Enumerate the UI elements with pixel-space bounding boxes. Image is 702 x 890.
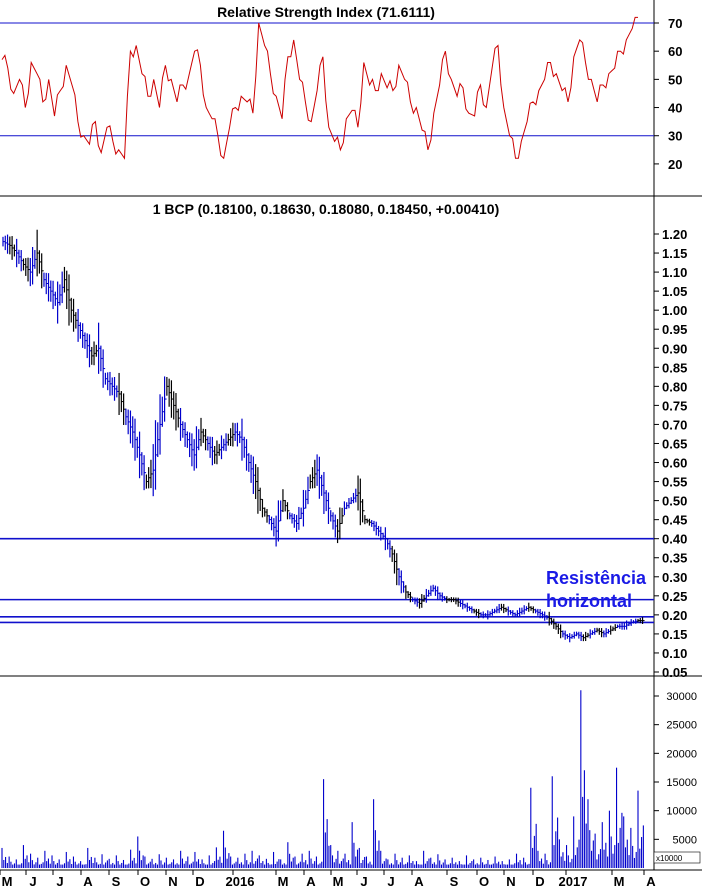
price-tick-label: 0.50 [662,494,687,509]
volume-tick-label: 5000 [673,834,697,846]
month-label: O [479,874,489,889]
price-tick-label: 0.20 [662,608,687,623]
price-tick-label: 0.90 [662,341,687,356]
month-label: 2016 [226,874,255,889]
month-label: A [646,874,656,889]
price-tick-label: 1.00 [662,303,687,318]
rsi-tick-label: 70 [668,16,682,31]
month-label: A [83,874,93,889]
rsi-tick-label: 60 [668,44,682,59]
month-label: S [450,874,459,889]
month-label: M [2,874,13,889]
x-axis-months: M J J A S O N D 2016 M A M J J A S O N D 2017 M A [0,870,656,889]
month-label: 2017 [559,874,588,889]
volume-tick-label: 10000 [666,806,697,818]
month-label: S [112,874,121,889]
rsi-tick-label: 20 [668,157,682,172]
rsi-tick-label: 40 [668,101,682,116]
price-tick-label: 1.05 [662,284,687,299]
rsi-tick-label: 50 [668,72,682,87]
month-label: N [506,874,515,889]
month-label: J [29,874,36,889]
volume-multiplier: x10000 [656,854,683,863]
volume-axis-ticks: 30000 25000 20000 15000 10000 5000 [654,691,697,846]
month-label: M [333,874,344,889]
month-label: A [306,874,316,889]
price-tick-label: 0.05 [662,665,687,680]
month-label: J [387,874,394,889]
volume-tick-label: 25000 [666,720,697,732]
price-tick-label: 0.70 [662,417,687,432]
price-tick-label: 0.40 [662,532,687,547]
price-tick-label: 1.10 [662,265,687,280]
month-label: D [195,874,204,889]
month-label: M [614,874,625,889]
price-tick-label: 0.30 [662,570,687,585]
price-tick-label: 0.60 [662,456,687,471]
price-tick-label: 1.15 [662,246,687,261]
month-label: J [56,874,63,889]
volume-tick-label: 20000 [666,748,697,760]
month-label: A [414,874,424,889]
price-tick-label: 0.65 [662,436,687,451]
annotation-line-2: horizontal [546,591,632,611]
price-tick-label: 0.85 [662,360,687,375]
price-tick-label: 0.10 [662,646,687,661]
volume-multiplier-box [653,851,701,864]
price-tick-label: 0.35 [662,551,687,566]
price-tick-label: 0.55 [662,475,687,490]
price-bars [2,229,645,643]
price-tick-label: 0.45 [662,513,687,528]
rsi-level-lines [0,22,654,137]
price-tick-label: 0.25 [662,589,687,604]
month-label: D [535,874,544,889]
month-label: O [140,874,150,889]
rsi-series-line [1,16,638,160]
price-tick-label: 1.20 [662,227,687,242]
price-title: 1 BCP (0.18100, 0.18630, 0.18080, 0.1845… [153,201,500,217]
price-axis-ticks: 1.20 1.15 1.10 1.05 1.00 0.95 0.90 0.85 0.80 0.75… [654,227,687,680]
month-label: J [360,874,367,889]
rsi-axis-ticks: 70 60 50 40 30 20 [654,16,682,172]
volume-tick-label: 30000 [666,691,697,703]
rsi-title: Relative Strength Index (71.6111) [217,4,435,20]
volume-tick-label: 15000 [666,777,697,789]
annotation-line-1: Resistência [546,568,647,588]
month-label: N [168,874,177,889]
month-label: M [278,874,289,889]
rsi-tick-label: 30 [668,129,682,144]
price-tick-label: 0.15 [662,627,687,642]
price-tick-label: 0.80 [662,379,687,394]
panel-frames [0,0,702,871]
price-tick-label: 0.75 [662,398,687,413]
price-tick-label: 0.95 [662,322,687,337]
volume-bars [1,690,644,868]
